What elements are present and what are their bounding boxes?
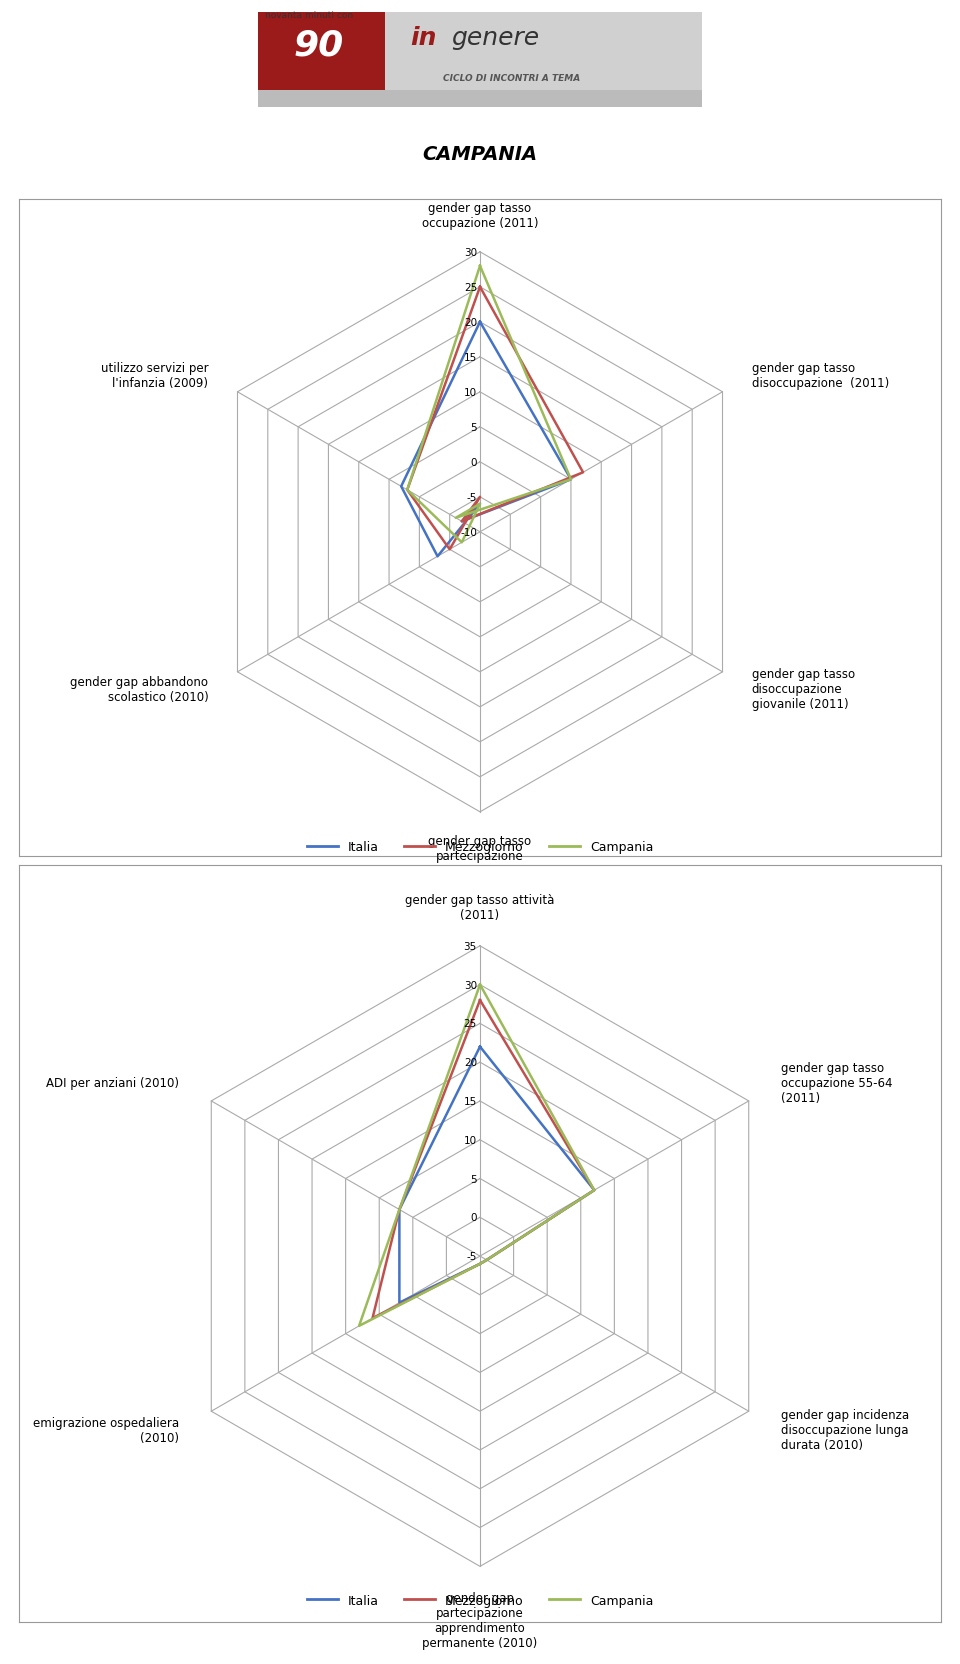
Text: novanta minuti con: novanta minuti con <box>265 10 352 20</box>
Text: 5: 5 <box>470 1173 477 1183</box>
Bar <box>258 90 702 108</box>
Legend: Italia, Mezzogiorno, Campania: Italia, Mezzogiorno, Campania <box>301 1589 659 1612</box>
Text: emigrazione ospedaliera
(2010): emigrazione ospedaliera (2010) <box>33 1416 179 1444</box>
Text: -10: -10 <box>461 527 477 537</box>
Text: gender gap tasso
occupazione 55-64
(2011): gender gap tasso occupazione 55-64 (2011… <box>781 1062 893 1105</box>
Text: gender gap abbandono
scolastico (2010): gender gap abbandono scolastico (2010) <box>70 676 208 704</box>
Text: genere: genere <box>451 27 540 50</box>
Text: gender gap incidenza
disoccupazione lunga
durata (2010): gender gap incidenza disoccupazione lung… <box>781 1408 909 1451</box>
Bar <box>258 13 385 90</box>
Text: 0: 0 <box>470 458 477 468</box>
Text: in: in <box>410 27 437 50</box>
Legend: Italia, Mezzogiorno, Campania: Italia, Mezzogiorno, Campania <box>301 835 659 859</box>
Text: gender gap tasso
disoccupazione
giovanile (2011): gender gap tasso disoccupazione giovanil… <box>752 667 854 711</box>
Text: gender gap tasso
partecipazione
istruzione superiore
(2007): gender gap tasso partecipazione istruzio… <box>421 835 539 892</box>
Text: 35: 35 <box>464 942 477 952</box>
Text: utilizzo servizi per
l'infanzia (2009): utilizzo servizi per l'infanzia (2009) <box>101 361 208 389</box>
Text: 10: 10 <box>464 388 477 398</box>
Text: ADI per anziani (2010): ADI per anziani (2010) <box>46 1077 179 1090</box>
Text: gender gap tasso
occupazione (2011): gender gap tasso occupazione (2011) <box>421 203 539 230</box>
Text: -5: -5 <box>467 493 477 503</box>
Text: 0: 0 <box>470 1213 477 1223</box>
Text: 25: 25 <box>464 1018 477 1028</box>
Text: 5: 5 <box>470 423 477 433</box>
Text: 15: 15 <box>464 353 477 363</box>
Text: 10: 10 <box>464 1135 477 1145</box>
Text: 25: 25 <box>464 283 477 293</box>
Text: 30: 30 <box>464 980 477 990</box>
Bar <box>385 13 702 90</box>
Text: 20: 20 <box>464 318 477 328</box>
Text: 15: 15 <box>464 1097 477 1107</box>
Text: CICLO DI INCONTRI A TEMA: CICLO DI INCONTRI A TEMA <box>444 73 580 83</box>
Text: 30: 30 <box>464 248 477 258</box>
Text: gender gap tasso attività
(2011): gender gap tasso attività (2011) <box>405 894 555 922</box>
Text: 20: 20 <box>464 1058 477 1068</box>
Text: CAMPANIA: CAMPANIA <box>422 145 538 163</box>
Text: gender gap
partecipazione
apprendimento
permanente (2010): gender gap partecipazione apprendimento … <box>422 1591 538 1649</box>
Text: 90: 90 <box>294 28 344 63</box>
Text: -5: -5 <box>467 1251 477 1261</box>
Text: gender gap tasso
disoccupazione  (2011): gender gap tasso disoccupazione (2011) <box>752 361 889 389</box>
